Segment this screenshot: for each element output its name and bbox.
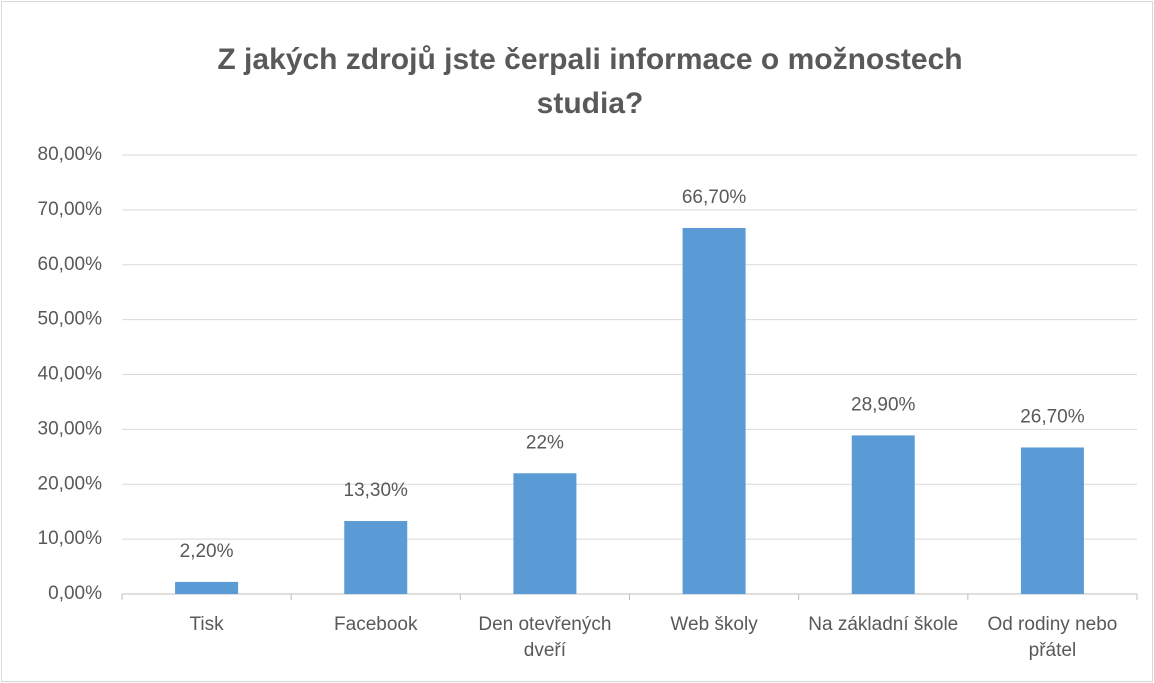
y-tick-label: 60,00% (38, 254, 103, 275)
y-tick-label: 20,00% (38, 473, 103, 494)
y-tick-label: 0,00% (48, 583, 102, 604)
x-tick-label: Tisk (189, 614, 224, 635)
value-label: 2,20% (180, 541, 234, 562)
bar (175, 581, 239, 594)
bar (851, 435, 915, 594)
value-label: 26,70% (1020, 406, 1085, 427)
chart-title: Z jakých zdrojů jste čerpali informace o… (217, 43, 963, 120)
y-tick-label: 50,00% (38, 309, 103, 330)
y-tick-label: 40,00% (38, 364, 103, 385)
x-tick-label: Den otevřených dveří (478, 614, 612, 661)
bar (682, 227, 746, 594)
x-tick-label: Na základní škole (808, 614, 959, 635)
value-label: 28,90% (851, 394, 916, 415)
y-tick-label: 80,00% (38, 144, 103, 165)
x-tick-label: Web školy (670, 614, 758, 635)
bar (344, 521, 408, 594)
value-label: 22% (526, 432, 564, 453)
y-tick-label: 10,00% (38, 528, 103, 549)
y-tick-label: 70,00% (38, 199, 103, 220)
bar (1020, 447, 1084, 594)
value-label: 13,30% (344, 480, 409, 501)
value-label: 66,70% (682, 187, 747, 208)
x-tick-label: Od rodiny nebo přátel (987, 614, 1118, 661)
y-tick-label: 30,00% (38, 418, 103, 439)
bar (513, 473, 577, 594)
x-tick-label: Facebook (334, 614, 418, 635)
